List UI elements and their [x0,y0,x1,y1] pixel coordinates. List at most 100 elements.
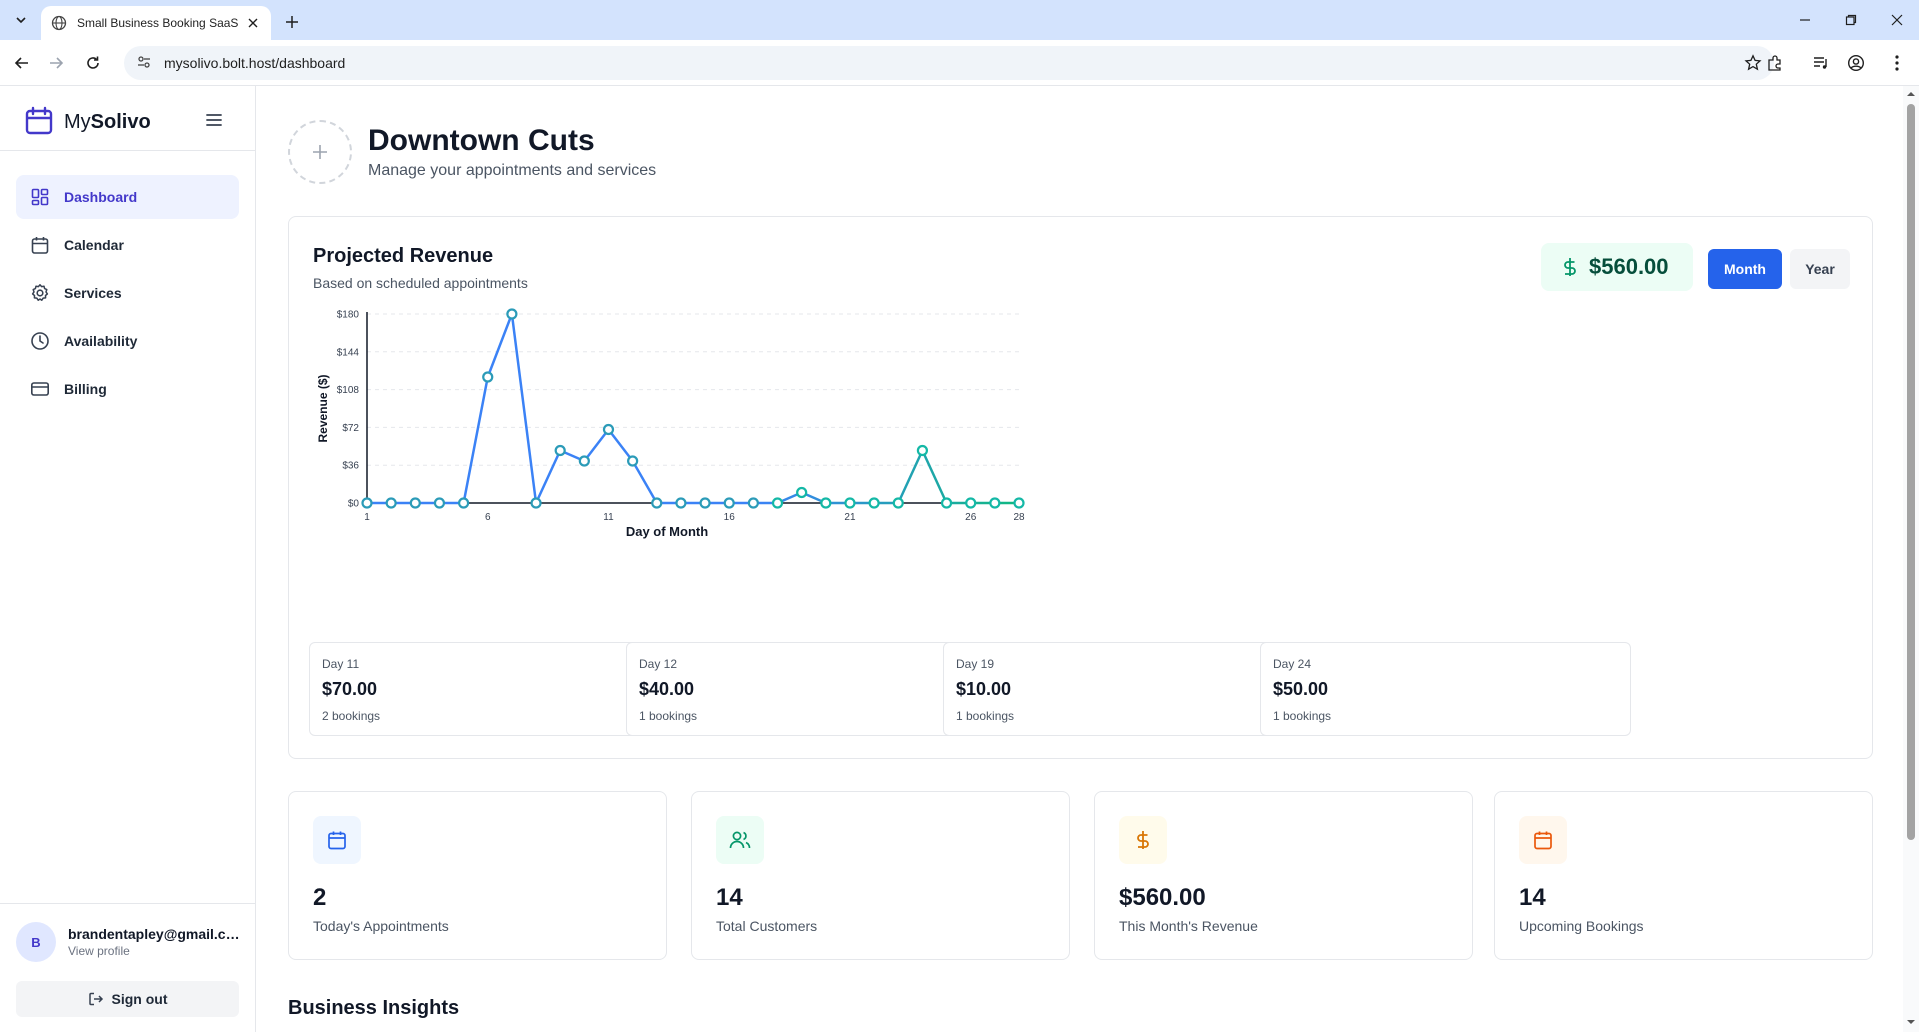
browser-toolbar: mysolivo.bolt.host/dashboard [0,40,1919,86]
logout-icon [88,991,104,1007]
sidebar-item-services[interactable]: Services [16,271,239,315]
month-toggle-button[interactable]: Month [1708,249,1782,289]
stat-icon-box [1519,816,1567,864]
globe-icon [51,15,67,31]
scroll-up-arrow-icon[interactable] [1905,88,1917,100]
sidebar-item-calendar[interactable]: Calendar [16,223,239,267]
x-tick-label: 1 [364,512,370,523]
sidebar-item-label: Services [64,285,122,301]
brand-name: MySolivo [64,110,151,133]
browser-tab[interactable]: Small Business Booking SaaS [41,6,271,40]
grid-icon [30,187,50,207]
y-tick-label: $72 [342,423,359,434]
y-axis-title: Revenue ($) [316,374,330,442]
sidebar-item-billing[interactable]: Billing [16,367,239,411]
data-point [940,497,953,509]
avatar: B [16,922,56,962]
section-title-insights: Business Insights [288,997,460,1019]
sidebar-item-label: Availability [64,333,138,349]
data-point [965,497,977,509]
brand[interactable]: MySolivo [24,102,151,142]
stat-card-upcoming: 14 Upcoming Bookings [1494,791,1873,960]
day-summary-card: Day 11 $70.00 2 bookings [309,642,680,736]
forward-arrow-icon[interactable] [45,52,67,74]
sidebar-item-label: Calendar [64,237,124,253]
data-point [554,444,566,457]
day-summary-card: Day 12 $40.00 1 bookings [626,642,997,736]
day-label: Day 19 [956,657,995,671]
address-bar[interactable]: mysolivo.bolt.host/dashboard [124,46,1774,80]
year-toggle-button[interactable]: Year [1790,249,1850,289]
view-profile-link[interactable]: View profile [68,944,130,958]
data-point [385,497,397,509]
data-point [651,497,663,509]
data-point [506,308,518,320]
stat-label: This Month's Revenue [1119,918,1258,934]
day-bookings: 2 bookings [322,709,381,723]
data-point [771,497,784,509]
plus-icon [313,145,327,159]
close-window-icon[interactable] [1885,8,1909,32]
tab-search-icon[interactable] [10,9,32,31]
extensions-icon[interactable] [1764,52,1786,74]
media-control-icon[interactable] [1810,52,1832,74]
sidebar-item-availability[interactable]: Availability [16,319,239,363]
scroll-down-arrow-icon[interactable] [1905,1016,1917,1028]
reload-icon[interactable] [82,52,104,74]
hamburger-menu-icon[interactable] [204,110,226,132]
restore-icon[interactable] [1839,8,1863,32]
sign-out-button[interactable]: Sign out [16,981,239,1017]
stat-icon-box [1119,816,1167,864]
site-info-icon[interactable] [136,54,154,72]
revenue-total-badge: $560.00 [1541,243,1693,291]
sidebar-item-label: Dashboard [64,189,138,205]
more-menu-icon[interactable] [1886,52,1908,74]
revenue-line-chart: $0$36$72$108$144$180 1 6 11 16 21 26 28 Revenu… [316,308,1025,539]
new-tab-icon[interactable] [280,10,304,34]
data-point [675,497,687,509]
x-tick-label: 28 [1013,512,1025,523]
data-point [578,455,590,467]
upload-logo-button[interactable] [288,120,352,184]
sign-out-label: Sign out [111,991,168,1007]
calendar-icon [1534,831,1552,850]
data-point [457,497,470,509]
sidebar-item-dashboard[interactable]: Dashboard [16,175,239,219]
user-email: brandentapley@gmail.com [68,926,240,942]
bookmark-star-icon[interactable] [1744,54,1762,72]
stat-icon-box [716,816,764,864]
dollar-icon [1137,831,1149,849]
data-point [796,486,808,499]
stat-card-customers: 14 Total Customers [691,791,1070,960]
data-point [989,497,1001,509]
x-tick-label: 6 [485,512,491,523]
scrollbar-thumb[interactable] [1907,104,1915,840]
y-tick-label: $36 [342,461,359,472]
data-point [361,497,373,509]
y-tick-label: $0 [348,499,360,510]
y-tick-label: $144 [337,347,360,358]
sidebar-nav: Dashboard Calendar Services Availability… [16,175,239,415]
page-title: Downtown Cuts [368,124,595,157]
gear-icon [30,283,50,303]
profile-icon[interactable] [1845,52,1867,74]
day-amount: $50.00 [1273,679,1329,699]
calendar-logo-icon [24,106,56,138]
user-profile[interactable]: B brandentapley@gmail.com View profile [16,920,246,964]
back-arrow-icon[interactable] [11,52,33,74]
day-summary-card: Day 24 $50.00 1 bookings [1260,642,1631,736]
divider [0,150,255,151]
minimize-icon[interactable] [1793,8,1817,32]
calendar-icon [328,831,346,850]
stat-value: 14 [716,884,743,911]
browser-tab-bar: Small Business Booking SaaS [0,0,1919,40]
x-tick-label: 21 [844,512,856,523]
x-axis-title: Day of Month [626,524,708,539]
stat-icon-box [313,816,361,864]
revenue-total-value: $560.00 [1589,254,1669,279]
data-point [844,497,856,509]
data-point [699,497,711,509]
close-icon[interactable] [245,15,261,31]
day-label: Day 11 [322,657,360,671]
stat-value: $560.00 [1119,884,1206,911]
